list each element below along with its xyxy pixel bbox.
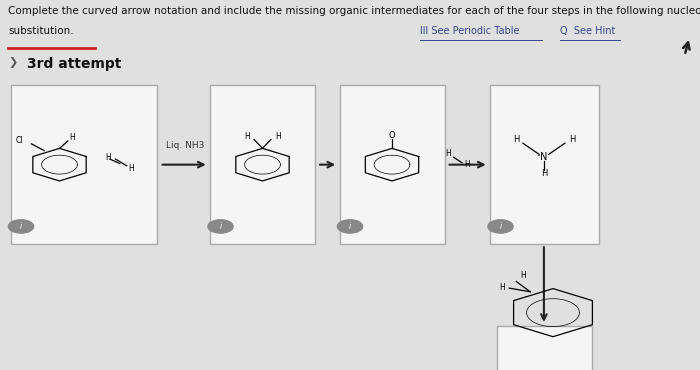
Text: Liq. NH3: Liq. NH3 [166, 141, 204, 150]
Circle shape [337, 220, 363, 233]
Text: H: H [128, 164, 134, 173]
Text: Complete the curved arrow notation and include the missing organic intermediates: Complete the curved arrow notation and i… [8, 6, 700, 16]
Text: ··: ·· [536, 153, 540, 159]
Text: H: H [244, 132, 250, 141]
FancyBboxPatch shape [340, 85, 444, 244]
Text: H: H [275, 132, 281, 141]
Text: H: H [512, 135, 519, 144]
Text: i: i [20, 222, 22, 231]
Text: lll See Periodic Table: lll See Periodic Table [420, 26, 519, 36]
FancyBboxPatch shape [10, 85, 158, 244]
Text: O: O [389, 131, 396, 140]
FancyBboxPatch shape [490, 85, 598, 244]
Circle shape [8, 220, 34, 233]
Circle shape [208, 220, 233, 233]
Text: substitution.: substitution. [8, 26, 74, 36]
Text: i: i [219, 222, 222, 231]
Circle shape [488, 220, 513, 233]
Text: H: H [69, 133, 75, 142]
Text: Q  See Hint: Q See Hint [560, 26, 615, 36]
Text: N: N [540, 152, 547, 162]
Text: i: i [499, 222, 502, 231]
Text: H: H [568, 135, 575, 144]
Text: 3rd attempt: 3rd attempt [27, 57, 121, 71]
FancyBboxPatch shape [210, 85, 315, 244]
FancyBboxPatch shape [497, 326, 592, 370]
Text: H: H [499, 283, 505, 292]
Text: H: H [445, 149, 451, 158]
Text: Cl: Cl [15, 136, 22, 145]
Text: H: H [540, 169, 547, 178]
Text: H: H [106, 153, 111, 162]
Text: ❯: ❯ [8, 57, 18, 68]
Text: H: H [520, 271, 526, 280]
Text: H: H [465, 160, 470, 169]
Text: i: i [349, 222, 351, 231]
